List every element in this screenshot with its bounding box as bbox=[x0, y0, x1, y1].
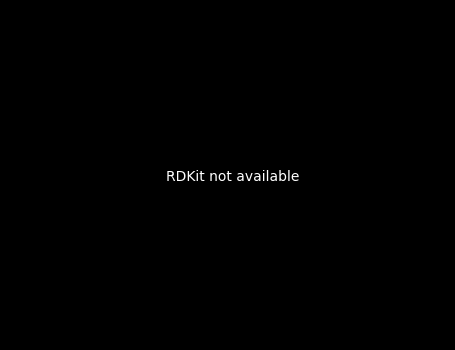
Text: RDKit not available: RDKit not available bbox=[167, 170, 300, 184]
